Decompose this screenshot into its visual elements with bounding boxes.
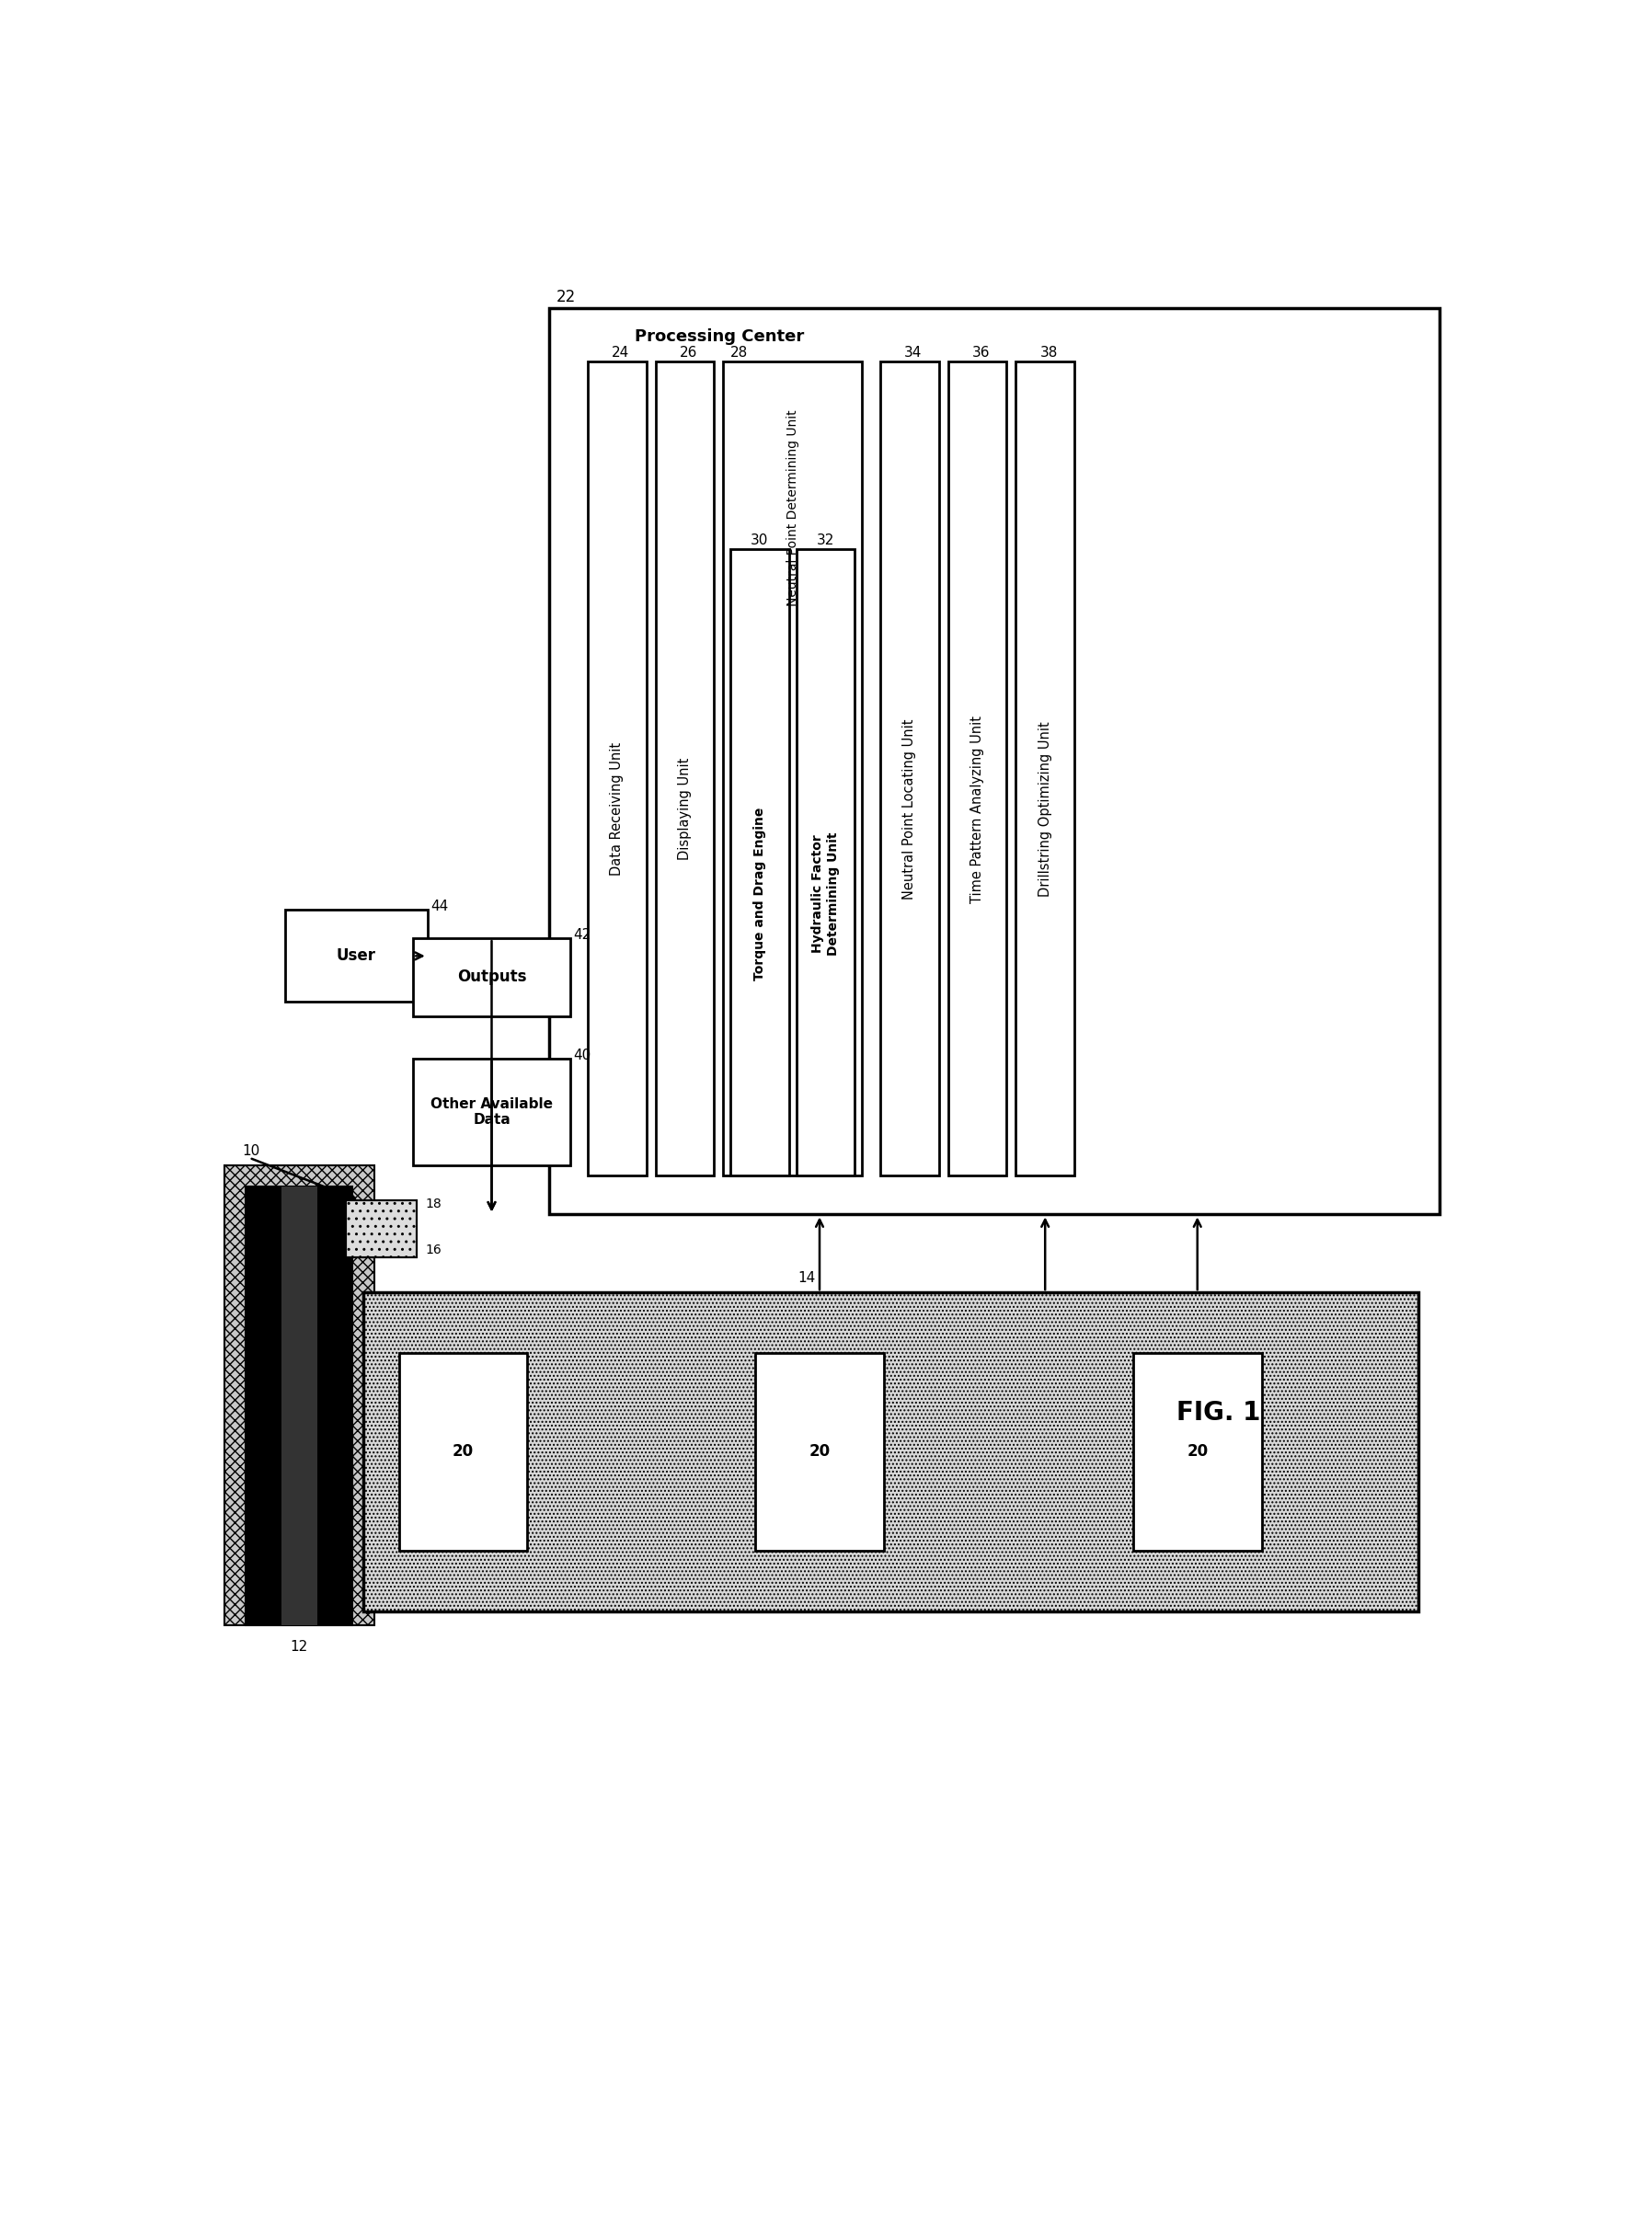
Text: 14: 14	[798, 1272, 816, 1285]
Text: Neutral Point Determining Unit: Neutral Point Determining Unit	[786, 409, 800, 605]
Bar	[246, 1185, 352, 1626]
Bar	[413, 939, 570, 1016]
Text: Time Pattern Analyzing Unit: Time Pattern Analyzing Unit	[970, 716, 985, 903]
Bar	[284, 910, 428, 1003]
Text: Displaying Unit: Displaying Unit	[677, 758, 692, 861]
Text: 38: 38	[1039, 345, 1057, 360]
Text: Hydraulic Factor
Determining Unit: Hydraulic Factor Determining Unit	[811, 832, 839, 956]
Text: 20: 20	[1186, 1443, 1208, 1459]
Text: 24: 24	[611, 345, 629, 360]
Bar	[656, 360, 714, 1176]
Text: FIG. 1: FIG. 1	[1176, 1399, 1260, 1426]
Bar	[588, 360, 646, 1176]
Bar	[413, 1059, 570, 1165]
Bar	[881, 360, 938, 1176]
Text: 36: 36	[971, 345, 990, 360]
Text: 28: 28	[730, 345, 748, 360]
Text: 16: 16	[425, 1243, 441, 1257]
Bar	[948, 360, 1006, 1176]
Text: 34: 34	[904, 345, 922, 360]
Bar	[755, 1352, 884, 1550]
Bar	[1016, 360, 1074, 1176]
Text: 26: 26	[679, 345, 697, 360]
Bar	[400, 1352, 527, 1550]
Text: 42: 42	[573, 927, 591, 941]
Text: 40: 40	[573, 1048, 591, 1063]
Bar	[345, 1201, 416, 1257]
Text: 12: 12	[291, 1639, 307, 1652]
Bar	[730, 549, 790, 1176]
Text: Data Receiving Unit: Data Receiving Unit	[610, 743, 624, 876]
Text: 30: 30	[750, 534, 768, 547]
Text: 10: 10	[243, 1143, 259, 1159]
Text: Torque and Drag Engine: Torque and Drag Engine	[753, 807, 767, 981]
Text: 32: 32	[816, 534, 834, 547]
Text: 44: 44	[431, 898, 449, 914]
Text: 22: 22	[555, 289, 575, 305]
Text: Neutral Point Locating Unit: Neutral Point Locating Unit	[902, 718, 917, 898]
Bar	[1133, 1352, 1262, 1550]
Text: Outputs: Outputs	[458, 970, 527, 985]
Bar	[345, 1201, 416, 1257]
Bar	[548, 307, 1441, 1214]
Bar	[724, 360, 862, 1176]
Text: Processing Center: Processing Center	[634, 327, 803, 345]
Bar	[225, 1165, 373, 1626]
Text: Other Available
Data: Other Available Data	[431, 1096, 553, 1128]
Text: 20: 20	[453, 1443, 474, 1459]
Bar	[796, 549, 854, 1176]
Text: User: User	[337, 947, 377, 965]
Text: 20: 20	[809, 1443, 831, 1459]
Bar	[363, 1292, 1419, 1610]
Text: Drillstring Optimizing Unit: Drillstring Optimizing Unit	[1037, 721, 1052, 896]
Bar	[281, 1185, 317, 1626]
Text: 18: 18	[425, 1197, 441, 1210]
